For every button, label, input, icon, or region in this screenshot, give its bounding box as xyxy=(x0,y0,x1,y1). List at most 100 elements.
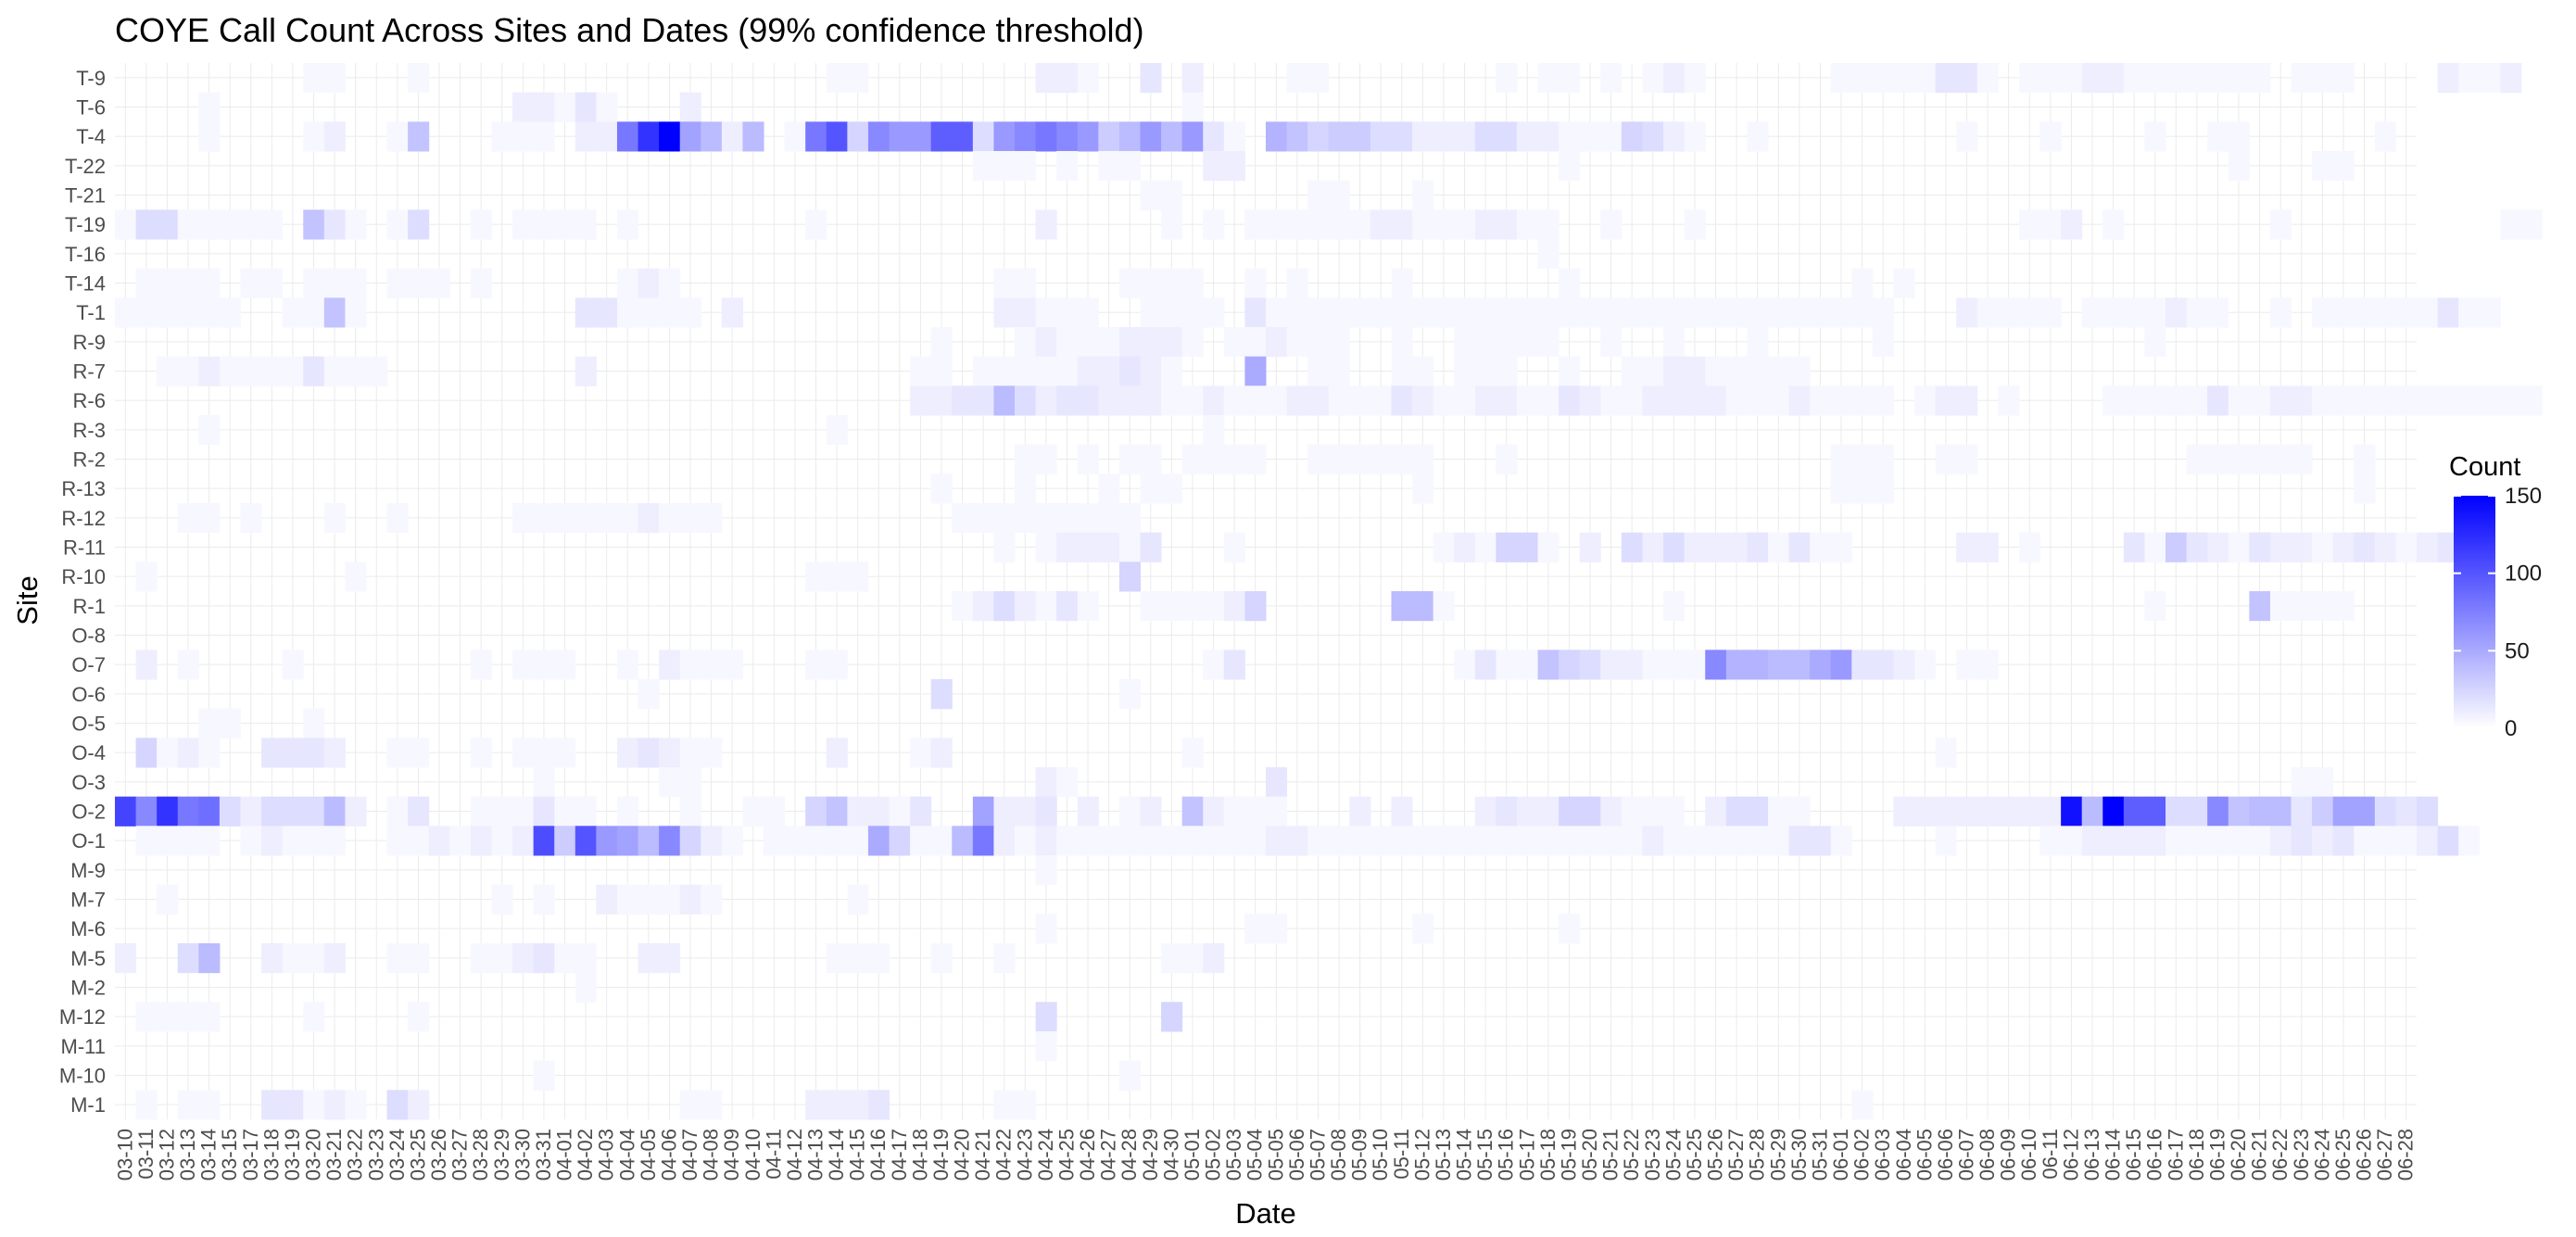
heatmap-cell xyxy=(1161,826,1183,856)
heatmap-cell xyxy=(1098,826,1120,856)
heatmap-cell xyxy=(177,650,199,680)
heatmap-cell xyxy=(638,503,660,534)
heatmap-cell xyxy=(1370,385,1392,416)
heatmap-cell xyxy=(1559,268,1581,298)
x-tick-label: 04-15 xyxy=(846,1129,869,1180)
x-tick-label: 03-13 xyxy=(176,1129,199,1180)
heatmap-cell xyxy=(1642,385,1664,416)
heatmap-cell xyxy=(1684,356,1706,386)
x-tick-label: 06-28 xyxy=(2394,1129,2418,1180)
heatmap-cell xyxy=(1537,327,1559,358)
heatmap-cell xyxy=(1181,297,1204,328)
heatmap-cell xyxy=(1056,532,1079,562)
heatmap-cell xyxy=(470,268,492,298)
heatmap-cell xyxy=(679,767,701,798)
heatmap-cell xyxy=(2123,63,2145,94)
heatmap-cell xyxy=(1872,385,1894,416)
x-tick-label: 05-25 xyxy=(1683,1129,1706,1180)
heatmap-cell xyxy=(638,943,660,974)
heatmap-cell xyxy=(408,943,430,974)
heatmap-cell xyxy=(1788,650,1811,680)
heatmap-cell xyxy=(2102,385,2125,416)
x-tick-label: 03-29 xyxy=(490,1129,513,1180)
heatmap-cell xyxy=(1118,796,1142,827)
heatmap-cell xyxy=(1956,121,1978,152)
heatmap-cell xyxy=(2123,297,2145,328)
heatmap-cell xyxy=(1579,650,1601,680)
x-tick-label: 05-23 xyxy=(1641,1129,1664,1180)
heatmap-cell xyxy=(157,297,179,328)
heatmap-cell xyxy=(930,943,953,974)
heatmap-cell xyxy=(2417,796,2439,827)
heatmap-cell xyxy=(198,796,221,827)
x-tick-label: 04-20 xyxy=(951,1129,974,1180)
heatmap-cell xyxy=(679,92,701,122)
heatmap-cell xyxy=(575,356,597,386)
x-tick-label: 03-23 xyxy=(364,1129,387,1180)
heatmap-cell xyxy=(408,268,430,298)
heatmap-cell xyxy=(282,738,304,768)
heatmap-cell xyxy=(323,209,346,240)
heatmap-cell xyxy=(1559,914,1581,944)
heatmap-cell xyxy=(784,826,806,856)
heatmap-cell xyxy=(157,826,179,856)
heatmap-cell xyxy=(1286,121,1308,152)
y-tick-label: R-3 xyxy=(73,419,106,442)
x-tick-label: 03-14 xyxy=(197,1129,221,1180)
heatmap-cell xyxy=(2354,444,2376,474)
heatmap-cell xyxy=(679,650,701,680)
heatmap-cell xyxy=(198,1002,221,1032)
heatmap-cell xyxy=(177,943,199,974)
heatmap-cell xyxy=(1496,650,1518,680)
heatmap-cell xyxy=(1391,826,1413,856)
heatmap-cell xyxy=(2269,591,2292,622)
heatmap-cell xyxy=(1266,327,1288,358)
heatmap-cell xyxy=(1516,385,1539,416)
heatmap-cell xyxy=(1621,650,1643,680)
heatmap-cell xyxy=(1956,297,1978,328)
heatmap-cell xyxy=(1140,444,1162,474)
heatmap-cell xyxy=(2269,297,2292,328)
heatmap-cell xyxy=(2249,63,2271,94)
heatmap-cell xyxy=(2207,63,2229,94)
heatmap-cell xyxy=(1872,650,1894,680)
x-tick-label: 03-30 xyxy=(511,1129,534,1180)
heatmap-cell xyxy=(1788,796,1811,827)
y-tick-label: M-11 xyxy=(61,1035,107,1058)
legend-ticks: 0 50 100 150 xyxy=(2454,484,2542,741)
heatmap-cell xyxy=(952,121,974,152)
heatmap-cell xyxy=(386,826,409,856)
heatmap-cell xyxy=(198,738,221,768)
heatmap-cell xyxy=(1328,385,1350,416)
heatmap-cell xyxy=(2291,385,2313,416)
heatmap-cell xyxy=(2500,63,2522,94)
heatmap-cell xyxy=(2207,532,2229,562)
x-tick-label: 03-11 xyxy=(134,1129,158,1180)
heatmap-cell xyxy=(867,943,890,974)
heatmap-cell xyxy=(1559,297,1581,328)
heatmap-cell xyxy=(1872,63,1894,94)
heatmap-cell xyxy=(1307,356,1330,386)
heatmap-cell xyxy=(1600,796,1623,827)
heatmap-cell xyxy=(1412,180,1434,210)
heatmap-cell xyxy=(1537,121,1559,152)
heatmap-cell xyxy=(993,385,1016,416)
heatmap-cell xyxy=(2458,297,2481,328)
heatmap-cell xyxy=(1684,121,1706,152)
heatmap-cell xyxy=(2207,297,2229,328)
x-tick-label: 05-21 xyxy=(1599,1129,1623,1180)
heatmap-cell xyxy=(1725,356,1748,386)
x-tick-label: 04-26 xyxy=(1076,1129,1099,1180)
heatmap-cell xyxy=(701,650,723,680)
heatmap-cell xyxy=(1077,826,1099,856)
heatmap-cell xyxy=(1412,473,1434,504)
heatmap-cell xyxy=(2249,444,2271,474)
heatmap-cell xyxy=(323,796,346,827)
heatmap-cell xyxy=(1286,268,1308,298)
heatmap-cell xyxy=(1307,63,1330,94)
heatmap-cell xyxy=(1747,356,1769,386)
heatmap-cell xyxy=(115,796,137,827)
heatmap-cell xyxy=(910,738,932,768)
heatmap-cell xyxy=(1203,826,1225,856)
heatmap-cell xyxy=(2186,444,2208,474)
